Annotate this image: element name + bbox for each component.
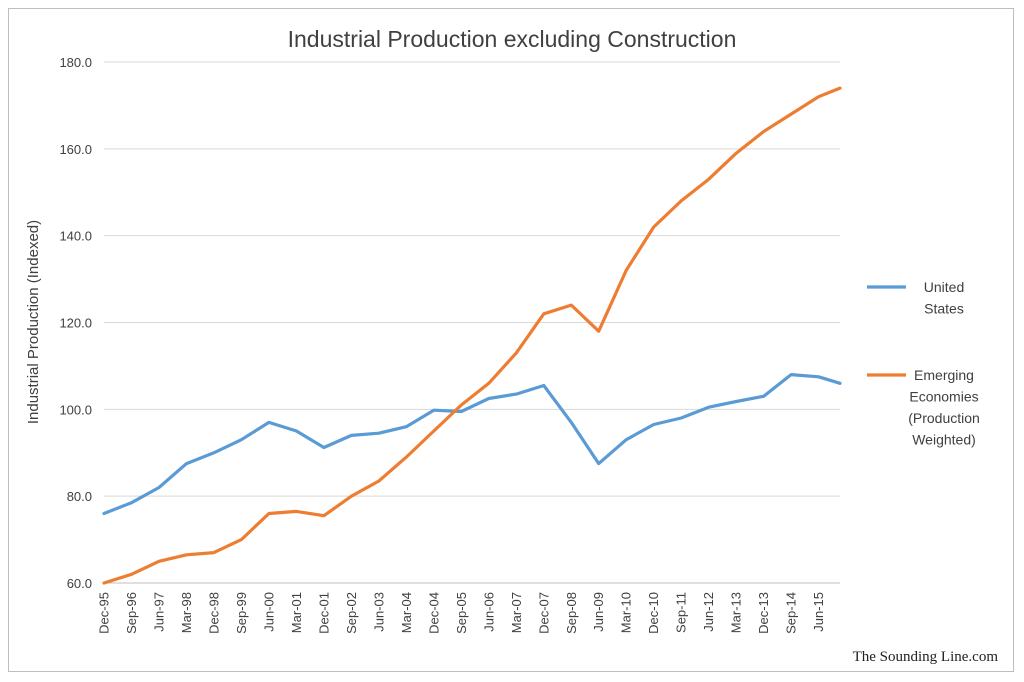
x-tick-label: Sep-05 bbox=[454, 592, 469, 634]
x-tick-label: Jun-12 bbox=[701, 592, 716, 632]
x-tick-label: Sep-96 bbox=[124, 592, 139, 634]
x-tick-label: Jun-97 bbox=[151, 592, 166, 632]
x-tick-label: Mar-01 bbox=[289, 592, 304, 633]
legend-label: Emerging bbox=[914, 367, 974, 383]
legend-label: (Production bbox=[908, 410, 980, 426]
x-tick-label: Sep-99 bbox=[234, 592, 249, 634]
y-axis-label: Industrial Production (Indexed) bbox=[25, 220, 42, 424]
x-tick-label: Dec-95 bbox=[97, 592, 112, 634]
x-tick-label: Jun-09 bbox=[591, 592, 606, 632]
y-tick-label: 140.0 bbox=[59, 229, 92, 244]
x-tick-label: Dec-98 bbox=[206, 592, 221, 634]
x-tick-label: Jun-15 bbox=[811, 592, 826, 632]
x-tick-label: Mar-10 bbox=[619, 592, 634, 633]
y-tick-label: 60.0 bbox=[67, 576, 92, 591]
x-tick-label: Sep-08 bbox=[564, 592, 579, 634]
x-tick-label: Sep-02 bbox=[344, 592, 359, 634]
x-tick-label: Dec-13 bbox=[756, 592, 771, 634]
legend-label: States bbox=[924, 301, 964, 317]
y-tick-label: 120.0 bbox=[59, 316, 92, 331]
x-tick-label: Dec-07 bbox=[536, 592, 551, 634]
x-tick-label: Sep-11 bbox=[674, 592, 689, 633]
x-tick-label: Mar-13 bbox=[729, 592, 744, 633]
x-tick-label: Jun-03 bbox=[371, 592, 386, 632]
legend-label: Weighted) bbox=[912, 432, 976, 448]
y-tick-label: 100.0 bbox=[59, 402, 92, 417]
watermark: The Sounding Line.com bbox=[853, 649, 999, 665]
x-tick-label: Mar-04 bbox=[399, 592, 414, 633]
series-line bbox=[102, 373, 842, 516]
x-tick-label: Dec-10 bbox=[646, 592, 661, 634]
chart-frame bbox=[8, 8, 1014, 672]
legend-label: United bbox=[924, 279, 964, 295]
x-tick-label: Mar-07 bbox=[509, 592, 524, 633]
y-tick-label: 180.0 bbox=[59, 55, 92, 70]
y-tick-label: 160.0 bbox=[59, 142, 92, 157]
x-tick-label: Jun-06 bbox=[481, 592, 496, 632]
series-line bbox=[102, 86, 842, 585]
x-tick-label: Dec-01 bbox=[316, 592, 331, 634]
chart-title: Industrial Production excluding Construc… bbox=[288, 26, 737, 52]
y-tick-label: 80.0 bbox=[67, 489, 92, 504]
x-tick-label: Jun-00 bbox=[261, 592, 276, 632]
x-tick-label: Mar-98 bbox=[179, 592, 194, 633]
legend-label: Economies bbox=[909, 389, 978, 405]
x-tick-label: Sep-14 bbox=[784, 592, 799, 634]
x-tick-label: Dec-04 bbox=[426, 592, 441, 634]
